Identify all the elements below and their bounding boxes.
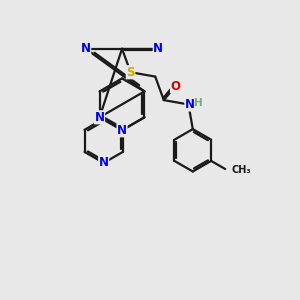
Text: N: N <box>117 124 127 137</box>
Text: N: N <box>153 42 163 55</box>
Text: H: H <box>194 98 203 108</box>
Text: N: N <box>99 157 109 169</box>
Text: N: N <box>185 98 195 111</box>
Text: CH₃: CH₃ <box>231 166 251 176</box>
Text: N: N <box>94 111 105 124</box>
Text: N: N <box>81 42 91 55</box>
Text: S: S <box>126 66 135 79</box>
Text: O: O <box>170 80 181 93</box>
